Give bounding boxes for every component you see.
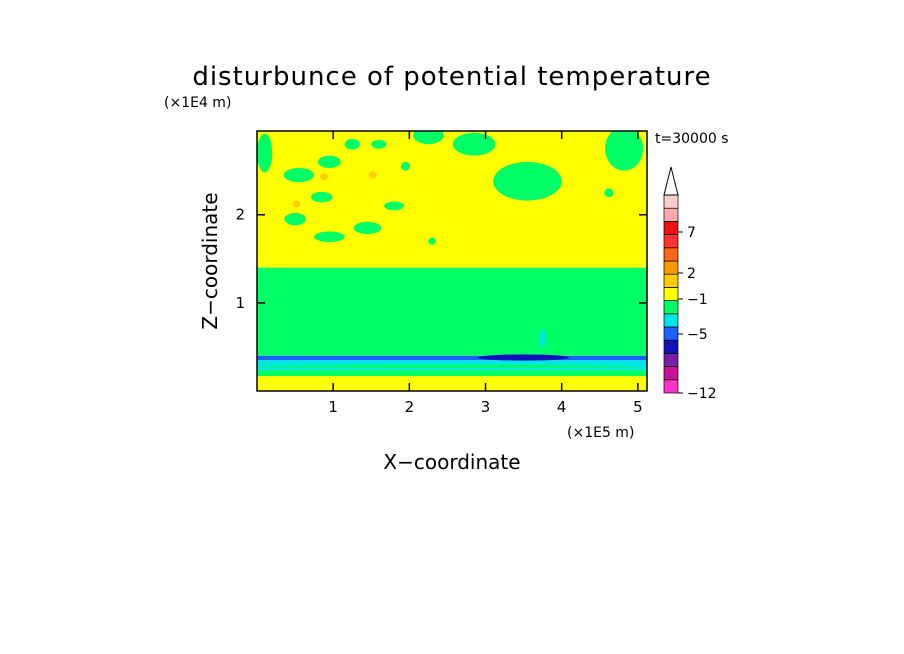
contour-patch-20 <box>320 173 328 181</box>
x-tick-label: 1 <box>328 398 338 416</box>
colorbar-swatch-14 <box>663 194 679 209</box>
contour-patch-2 <box>317 155 341 169</box>
contour-band-0 <box>257 385 647 391</box>
contour-patch-13 <box>493 161 562 201</box>
colorbar-arrow <box>663 166 679 196</box>
contour-patch-6 <box>314 231 345 243</box>
colorbar-label: −5 <box>687 327 708 343</box>
colorbar-swatch-3 <box>663 339 679 354</box>
contour-patch-19 <box>477 354 570 361</box>
y-tick-label: 2 <box>235 206 245 224</box>
x-axis: 1 2 3 4 5 <box>328 131 643 416</box>
colorbar-swatch-11 <box>663 234 679 249</box>
contour-patch-16 <box>605 131 644 171</box>
contour-patch-22 <box>292 200 301 208</box>
colorbar-swatch-12 <box>663 221 679 235</box>
x-tick-label: 4 <box>557 398 567 416</box>
contour-patch-11 <box>413 131 444 145</box>
contour-band-2 <box>257 369 647 377</box>
colorbar-swatch-0 <box>663 379 679 394</box>
contour-patch-15 <box>604 188 614 198</box>
y-tick-label: 1 <box>235 294 245 312</box>
colorbar-label: −12 <box>687 386 717 402</box>
x-axis-label: X−coordinate <box>383 450 520 474</box>
colorbar: 7 2 −1 −5 −12 <box>663 166 717 402</box>
contour-patch-10 <box>400 161 411 171</box>
colorbar-swatch-1 <box>663 366 679 381</box>
contour-band-1 <box>257 376 647 386</box>
y-axis: 12 <box>235 206 647 312</box>
contour-band-5 <box>257 267 647 356</box>
contour-patch-12 <box>452 132 496 156</box>
contour-patch-7 <box>353 221 382 235</box>
x-tick-label: 5 <box>633 398 643 416</box>
contour-patch-14 <box>428 237 437 245</box>
chart-title: disturbunce of potential temperature <box>192 62 711 92</box>
contour-patch-4 <box>311 191 333 203</box>
contour-patch-8 <box>384 201 405 211</box>
colorbar-label: 7 <box>687 225 696 241</box>
y-unit-label: (×1E4 m) <box>164 95 231 111</box>
colorbar-label: 2 <box>687 266 696 282</box>
contour-band-4 <box>257 355 647 361</box>
colorbar-swatch-10 <box>663 247 679 262</box>
colorbar-swatch-9 <box>663 260 679 275</box>
plot-frame <box>256 130 648 392</box>
contour-plot-area <box>257 131 647 391</box>
contour-patch-3 <box>344 138 360 150</box>
colorbar-swatch-8 <box>663 273 679 288</box>
colorbar-swatch-13 <box>663 207 679 222</box>
colorbar-swatch-2 <box>663 353 679 367</box>
x-unit-label: (×1E5 m) <box>567 425 634 441</box>
colorbar-swatch-7 <box>663 287 679 301</box>
contour-patch-9 <box>371 139 387 149</box>
y-axis-label: Z−coordinate <box>198 192 222 329</box>
contour-bands <box>257 131 647 391</box>
x-tick-label: 2 <box>405 398 415 416</box>
colorbar-label: −1 <box>687 292 708 308</box>
contour-patch-1 <box>283 168 315 183</box>
contour-patch-21 <box>368 171 377 179</box>
contour-patch-17 <box>257 364 642 368</box>
x-tick-label: 3 <box>481 398 491 416</box>
colorbar-swatch-4 <box>663 326 679 341</box>
contour-patch-0 <box>257 133 273 173</box>
contour-patches <box>257 131 644 368</box>
colorbar-swatch-6 <box>663 300 679 315</box>
contour-patch-18 <box>539 329 546 347</box>
contour-patch-5 <box>284 212 306 226</box>
time-label: t=30000 s <box>655 131 729 147</box>
colorbar-swatch-5 <box>663 313 679 328</box>
